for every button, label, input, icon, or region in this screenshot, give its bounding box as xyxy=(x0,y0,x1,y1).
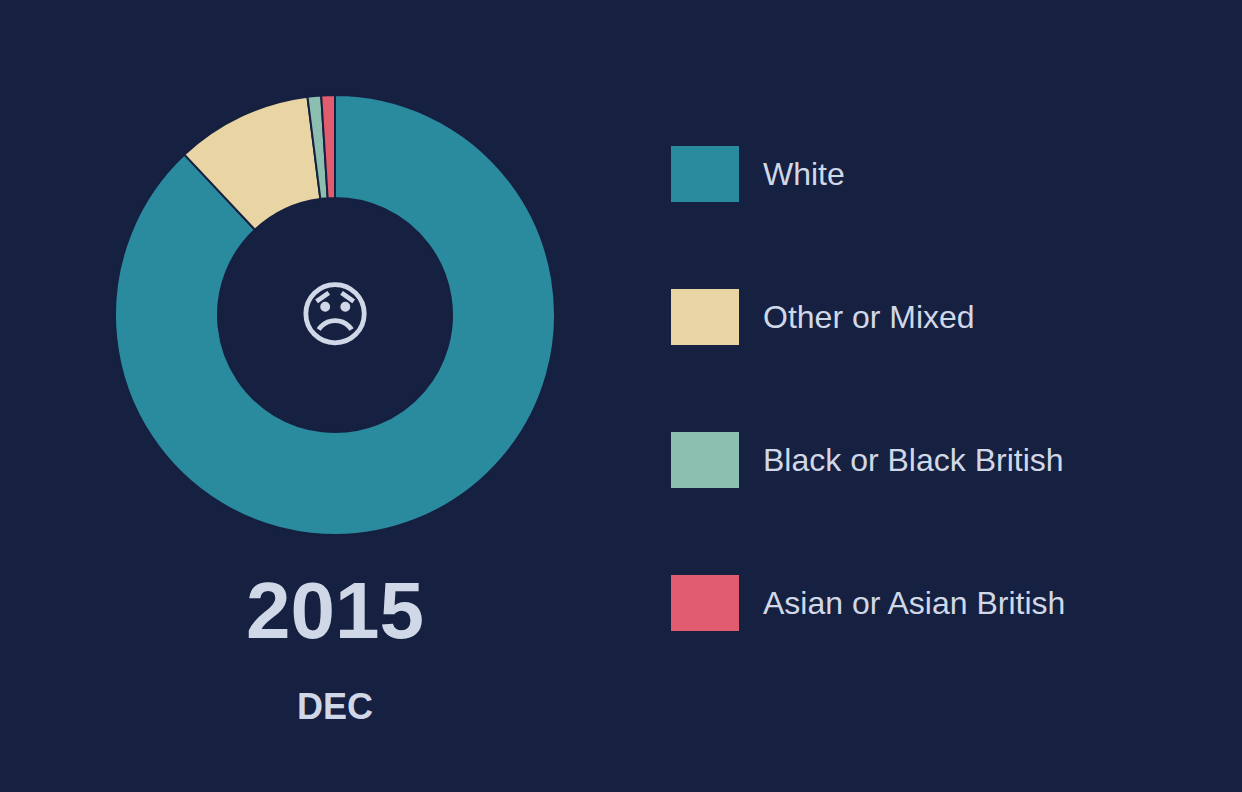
legend-label: Asian or Asian British xyxy=(763,585,1065,621)
donut-slice xyxy=(115,95,555,535)
legend: White Other or Mixed Black or Black Britis… xyxy=(671,146,1065,631)
legend-swatch xyxy=(671,289,739,345)
legend-swatch xyxy=(671,146,739,202)
background xyxy=(0,0,1242,792)
donut-slice xyxy=(184,97,320,230)
legend-swatch xyxy=(671,432,739,488)
legend-swatch xyxy=(671,575,739,631)
donut-slice xyxy=(321,95,335,198)
legend-label: Black or Black British xyxy=(763,442,1064,478)
center-emoji: 😞 xyxy=(297,273,372,357)
donut: 😞 xyxy=(115,95,555,535)
legend-label: Other or Mixed xyxy=(763,299,975,335)
legend-label: White xyxy=(763,156,845,192)
subtitle: DEC xyxy=(297,686,373,727)
title: 2015 xyxy=(246,566,424,655)
chart: 😞 White Other or Mixed Black or Black Briti… xyxy=(0,0,1242,792)
